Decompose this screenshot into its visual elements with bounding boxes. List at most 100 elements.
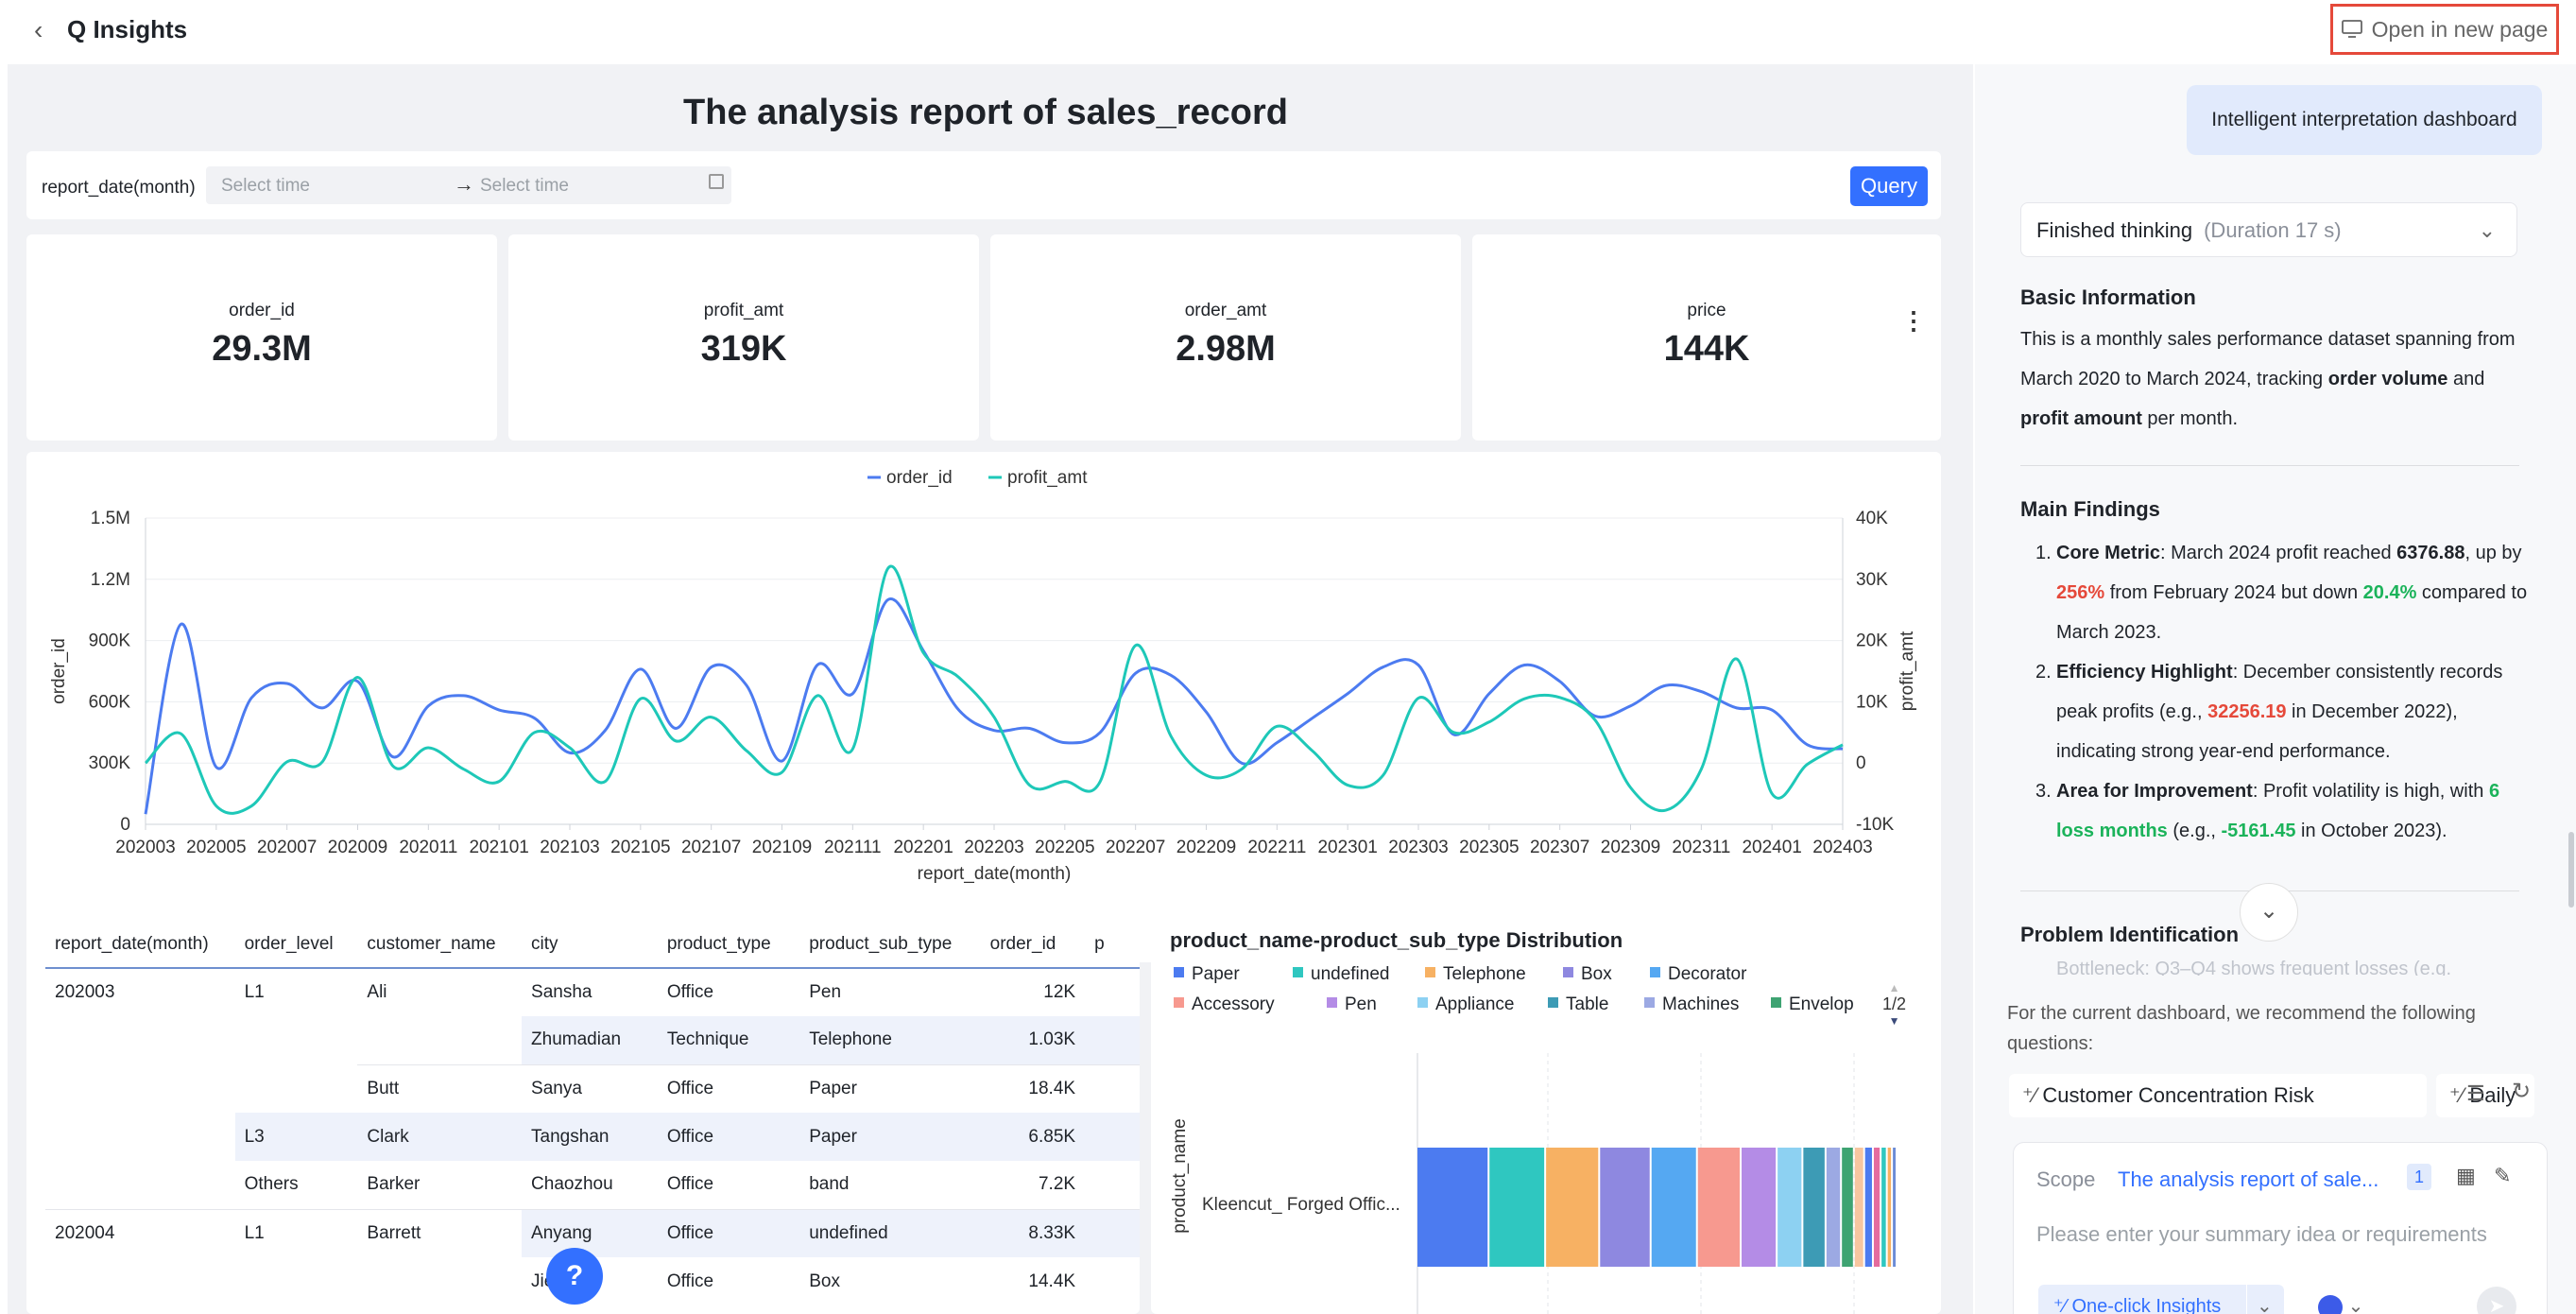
end-date-input[interactable]: Select time: [480, 176, 569, 196]
column-header[interactable]: p: [1085, 921, 1140, 969]
legend-item[interactable]: Machines: [1644, 994, 1739, 1015]
scope-label: Scope: [2036, 1167, 2096, 1191]
finding-item: 3. Area for Improvement: Profit volatilit…: [2035, 781, 2500, 841]
y-tick-label: 1.2M: [91, 570, 130, 590]
text-bold: Efficiency Highlight: [2056, 662, 2233, 683]
series-line-order-id: [144, 597, 1844, 815]
table-icon[interactable]: ▦: [2456, 1164, 2476, 1187]
kpi-card-price[interactable]: price 144K: [1472, 234, 1941, 441]
legend-item[interactable]: Envelop: [1771, 994, 1854, 1015]
suggestion-chip[interactable]: ⁺⁄ Daily: [2436, 1074, 2534, 1117]
legend-swatch: [1327, 997, 1337, 1009]
column-header[interactable]: order_id: [980, 921, 1086, 969]
scroll-down-button[interactable]: ⌄: [2240, 883, 2298, 942]
column-header[interactable]: order_level: [234, 921, 358, 969]
distribution-bar-chart: product_name Kleencut_ Forged Offic...: [1170, 1053, 1896, 1314]
model-selector[interactable]: ⌄: [2305, 1285, 2380, 1314]
open-in-new-page-button[interactable]: Open in new page: [2330, 4, 2559, 55]
problem-text: Bottleneck: Q3–Q4 shows frequent losses …: [2056, 959, 2451, 976]
table-cell: 6.85K: [980, 1113, 1086, 1161]
legend-item[interactable]: Table: [1548, 994, 1608, 1015]
legend-item[interactable]: Paper: [1174, 964, 1240, 985]
legend-label: profit_amt: [1007, 468, 1088, 488]
pager-down-icon[interactable]: ▼: [1888, 1014, 1900, 1028]
open-in-new-page-label: Open in new page: [2371, 16, 2549, 42]
x-tick-label: 202205: [1035, 838, 1094, 857]
send-button[interactable]: ➤: [2477, 1287, 2516, 1314]
text-bold: 6376.88: [2396, 543, 2465, 563]
prompt-input[interactable]: Please enter your summary idea or requir…: [2036, 1222, 2487, 1246]
calendar-icon[interactable]: [709, 174, 724, 189]
bar-segment: [1489, 1148, 1545, 1267]
pager-up-icon[interactable]: ▲: [1888, 981, 1900, 994]
table-cell: Office: [666, 1271, 714, 1291]
column-header[interactable]: city: [522, 921, 658, 969]
kpi-label: profit_amt: [703, 301, 784, 320]
date-range-picker[interactable]: Select time → Select time: [206, 166, 731, 204]
bar-segment: [1873, 1148, 1880, 1267]
legend-swatch: [1548, 997, 1558, 1009]
legend-label: Envelop: [1789, 994, 1854, 1014]
chevron-down-icon: ⌄: [2478, 218, 2496, 242]
send-icon: ➤: [2488, 1296, 2505, 1314]
legend-pager[interactable]: ▲ 1/2 ▼: [1882, 981, 1906, 1028]
suggestion-chip[interactable]: ⁺⁄ Customer Concentration Risk: [2009, 1074, 2427, 1117]
app-title: Q Insights: [67, 15, 188, 43]
x-tick-label: 202007: [257, 838, 317, 857]
text: : Profit volatility is high, with: [2252, 781, 2489, 802]
legend-label: undefined: [1311, 964, 1390, 984]
legend-item[interactable]: Decorator: [1650, 964, 1746, 985]
kpi-card-order-id[interactable]: order_id 29.3M: [26, 234, 497, 441]
legend-label: order_id: [886, 468, 953, 488]
help-button[interactable]: ?: [546, 1248, 603, 1305]
more-options-icon[interactable]: ⋮: [1898, 306, 1930, 338]
text-green: -5161.45: [2221, 821, 2296, 841]
data-table-card: report_date(month) order_level customer_…: [26, 911, 1140, 1314]
bar-segment: [1803, 1148, 1825, 1267]
y2-tick-label: 0: [1856, 753, 1866, 773]
x-tick-label: 202305: [1459, 838, 1519, 857]
legend-swatch: [1174, 997, 1184, 1009]
column-header[interactable]: report_date(month): [45, 921, 235, 969]
chevron-down-icon[interactable]: ⌄: [2246, 1285, 2273, 1314]
thinking-collapse[interactable]: Finished thinking (Duration 17 s) ⌄: [2020, 202, 2517, 257]
legend-item[interactable]: Accessory: [1174, 994, 1275, 1015]
table-cell: Office: [657, 1063, 800, 1113]
column-header[interactable]: product_sub_type: [799, 921, 981, 969]
legend-label: Accessory: [1192, 994, 1275, 1014]
legend-item[interactable]: Telephone: [1425, 964, 1526, 985]
x-tick-label: 202005: [186, 838, 246, 857]
x-axis-title: report_date(month): [918, 864, 1072, 884]
distribution-chart-title: product_name-product_sub_type Distributi…: [1170, 928, 1623, 952]
legend-item[interactable]: Appliance: [1417, 994, 1514, 1015]
kpi-card-order-amt[interactable]: order_amt 2.98M: [990, 234, 1461, 441]
bar-segment: [1842, 1148, 1853, 1267]
table-cell: [235, 1016, 358, 1064]
start-date-input[interactable]: Select time: [221, 176, 310, 196]
table-cell: L1: [244, 982, 265, 1002]
legend-item[interactable]: undefined: [1293, 964, 1389, 985]
kpi-card-profit-amt[interactable]: profit_amt 319K: [508, 234, 979, 441]
edit-icon[interactable]: ✎: [2494, 1164, 2512, 1187]
x-tick-label: 202009: [328, 838, 387, 857]
interpretation-chip[interactable]: Intelligent interpretation dashboard: [2187, 85, 2542, 155]
column-header[interactable]: product_type: [657, 921, 800, 969]
column-header[interactable]: customer_name: [357, 921, 523, 969]
thinking-label: Finished thinking: [2036, 218, 2193, 242]
table-cell: [1085, 1063, 1140, 1113]
refresh-icon[interactable]: ↻: [2512, 1079, 2532, 1104]
legend-item[interactable]: Box: [1563, 964, 1612, 985]
findings-list: 1. Core Metric: March 2024 profit reached…: [2020, 533, 2531, 851]
kpi-label: order_amt: [1184, 301, 1267, 320]
list-icon[interactable]: ☰: [2466, 1081, 2485, 1105]
legend-item[interactable]: Pen: [1327, 994, 1377, 1015]
bar-segment: [1887, 1148, 1892, 1267]
query-button[interactable]: Query: [1850, 166, 1928, 206]
kpi-label: price: [1687, 301, 1726, 320]
category-label: Kleencut_ Forged Offic...: [1202, 1195, 1400, 1215]
panel-scrollbar[interactable]: [2568, 832, 2574, 908]
one-click-insights-button[interactable]: ⁺⁄ One-click Insights ⌄: [2038, 1285, 2284, 1314]
scope-value[interactable]: The analysis report of sale...: [2118, 1167, 2379, 1191]
chevron-left-icon[interactable]: ‹: [34, 15, 43, 44]
x-tick-label: 202105: [610, 838, 670, 857]
